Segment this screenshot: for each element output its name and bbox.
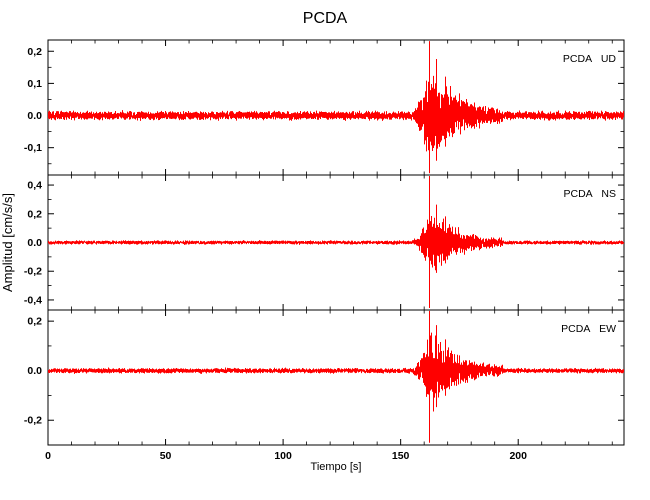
svg-text:0.0: 0.0 (27, 237, 42, 249)
svg-text:PCDA: PCDA (303, 10, 348, 27)
svg-text:-0,1: -0,1 (24, 142, 42, 154)
svg-text:Amplitud [cm/s/s]: Amplitud [cm/s/s] (0, 193, 15, 292)
svg-text:0,4: 0,4 (27, 180, 42, 192)
svg-text:PCDA UD: PCDA UD (563, 53, 617, 65)
svg-text:0,2: 0,2 (27, 316, 42, 328)
svg-text:100: 100 (274, 450, 292, 462)
svg-text:Tiempo [s]: Tiempo [s] (311, 461, 362, 473)
svg-text:-0,2: -0,2 (24, 415, 42, 427)
svg-text:0,1: 0,1 (27, 78, 42, 90)
svg-text:0.0: 0.0 (27, 365, 42, 377)
svg-text:0,2: 0,2 (27, 46, 42, 58)
svg-text:0: 0 (45, 450, 51, 462)
svg-text:-0,2: -0,2 (24, 266, 42, 278)
svg-text:PCDA NS: PCDA NS (563, 188, 616, 200)
svg-text:0.0: 0.0 (27, 110, 42, 122)
svg-text:150: 150 (392, 450, 410, 462)
svg-text:-0,4: -0,4 (24, 294, 42, 306)
svg-text:50: 50 (160, 450, 172, 462)
svg-text:200: 200 (509, 450, 527, 462)
svg-text:PCDA EW: PCDA EW (561, 323, 616, 335)
svg-text:0,2: 0,2 (27, 208, 42, 220)
